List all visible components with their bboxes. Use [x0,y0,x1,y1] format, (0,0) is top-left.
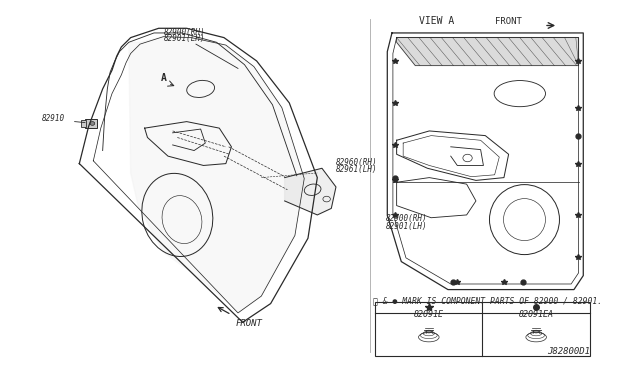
Bar [85,119,97,128]
Ellipse shape [90,122,95,125]
Polygon shape [129,37,304,313]
Text: 82961(LH): 82961(LH) [336,165,378,174]
Text: 82901(LH): 82901(LH) [164,34,205,44]
Bar [81,120,86,127]
Polygon shape [397,38,579,65]
Text: 82900(RH): 82900(RH) [164,28,205,37]
Text: 82900(RH): 82900(RH) [385,215,427,224]
Text: ★ & ● MARK IS COMPONENT PARTS OF 82900 / 82901.: ★ & ● MARK IS COMPONENT PARTS OF 82900 /… [373,296,602,305]
Text: 82901(LH): 82901(LH) [385,222,427,231]
Text: FRONT: FRONT [235,318,262,327]
Text: 82910: 82910 [42,114,65,123]
Text: 82091EA: 82091EA [518,310,554,319]
Text: 82091E: 82091E [414,310,444,319]
Text: VIEW A: VIEW A [419,16,454,26]
Polygon shape [285,168,336,215]
Text: A: A [161,73,166,83]
Text: FRONT: FRONT [495,17,522,26]
Text: 82960(RH): 82960(RH) [336,158,378,167]
Bar [375,302,590,356]
Text: J82800D1: J82800D1 [547,347,590,356]
